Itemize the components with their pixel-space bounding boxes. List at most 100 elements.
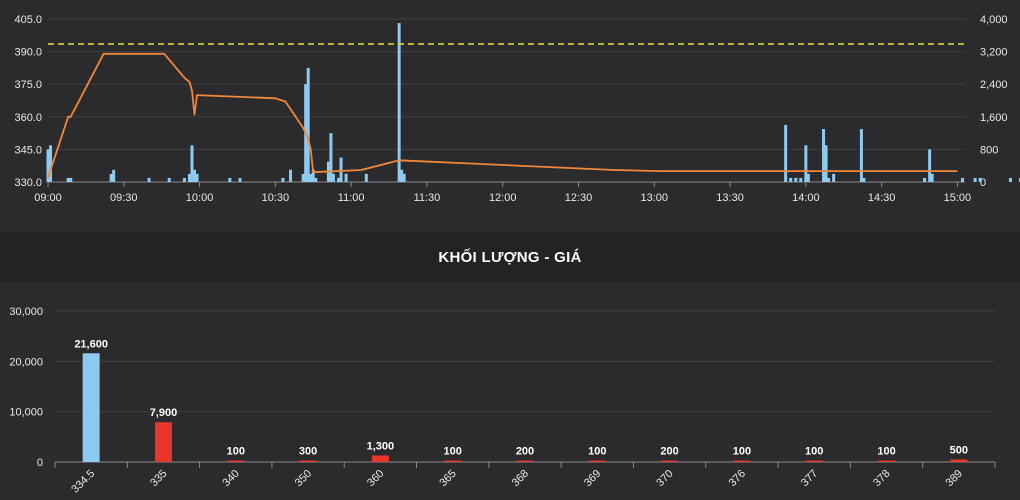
volume-bar — [344, 173, 348, 182]
volume-bar — [190, 145, 194, 182]
y-left-tick-label: 405.0 — [14, 14, 42, 26]
bar-value-label: 100 — [227, 446, 245, 458]
y-right-tick-label: 4,000 — [980, 14, 1008, 26]
volume-bar — [784, 124, 788, 182]
x-tick-label: 13:00 — [641, 192, 669, 204]
y-left-tick-label: 345.0 — [14, 144, 42, 156]
volume-bar — [973, 177, 977, 182]
x-category-label: 334.5 — [69, 468, 97, 496]
y-left-tick-label: 360.0 — [14, 112, 42, 124]
price-volume-bar — [444, 460, 462, 462]
price-volume-bar — [516, 460, 534, 462]
bar-value-label: 100 — [877, 446, 895, 458]
x-tick-label: 10:00 — [186, 192, 214, 204]
y-left-tick-label: 390.0 — [14, 47, 42, 59]
x-category-label: 369 — [582, 468, 603, 489]
price-volume-bar — [661, 460, 679, 462]
volume-bar — [331, 173, 335, 182]
x-tick-label: 12:30 — [565, 192, 593, 204]
x-tick-label: 13:30 — [716, 192, 744, 204]
volume-bar — [397, 23, 401, 183]
price-volume-bar — [805, 460, 823, 462]
section-title: KHỐI LƯỢNG - GIÁ — [0, 232, 1020, 282]
x-category-label: 389 — [944, 468, 965, 489]
bar-value-label: 300 — [299, 445, 317, 457]
volume-bar — [329, 133, 333, 182]
volume-by-price-chart: 30,000 20,000 10,000 0 21,600 334.5 7,900 335 10… — [9, 306, 996, 496]
volume-bar — [827, 177, 831, 182]
y-right-tick-label: 800 — [980, 144, 998, 156]
volume-bar — [804, 145, 808, 182]
volume-bar — [238, 177, 242, 182]
y-tick-label: 0 — [37, 457, 43, 469]
volume-bar — [794, 177, 798, 182]
x-tick-label: 11:00 — [338, 192, 365, 204]
x-category-label: 378 — [871, 468, 892, 489]
price-volume-bar — [588, 460, 606, 462]
volume-bar — [337, 177, 341, 182]
price-volume-bar — [154, 422, 172, 462]
x-tick-label: 14:30 — [868, 192, 896, 204]
bar-value-label: 21,600 — [74, 338, 108, 350]
x-tick-label: 12:00 — [489, 192, 517, 204]
price-volume-bar — [371, 455, 389, 462]
volume-bar — [789, 177, 793, 182]
x-tick-label: 10:30 — [262, 192, 290, 204]
volume-bar — [928, 149, 932, 182]
x-tick-label: 15:00 — [944, 192, 972, 204]
volume-bar — [400, 169, 404, 182]
price-volume-bar — [878, 460, 896, 462]
volume-bar — [930, 173, 934, 182]
volume-bar — [195, 173, 199, 182]
price-line — [47, 52, 958, 178]
volume-bar — [923, 177, 927, 182]
x-tick-label: 11:30 — [414, 192, 441, 204]
x-category-label: 365 — [437, 468, 458, 489]
volume-bar — [862, 177, 866, 182]
bar-value-label: 100 — [733, 446, 751, 458]
price-volume-bar — [227, 460, 245, 462]
x-category-label: 368 — [510, 468, 531, 489]
volume-bar — [314, 177, 318, 182]
volume-bar — [859, 129, 863, 182]
volume-bar — [193, 169, 197, 182]
y-right-tick-label: 0 — [980, 177, 986, 189]
volume-bar — [309, 173, 313, 182]
volume-bar — [66, 177, 70, 182]
x-category-label: 335 — [148, 468, 169, 489]
x-tick-label: 09:00 — [34, 192, 62, 204]
volume-bar — [339, 157, 343, 182]
x-category-label: 350 — [293, 468, 314, 489]
y-left-tick-label: 375.0 — [14, 79, 42, 91]
price-volume-bar — [733, 460, 751, 462]
volume-bar — [109, 173, 113, 182]
y-tick-label: 30,000 — [9, 306, 43, 318]
y-right-tick-label: 3,200 — [980, 47, 1008, 59]
volume-bar — [822, 129, 826, 182]
volume-bar — [167, 177, 171, 182]
y-left-tick-label: 330.0 — [14, 177, 42, 189]
y-tick-label: 20,000 — [9, 356, 43, 368]
x-category-label: 377 — [799, 468, 820, 489]
x-category-label: 370 — [654, 468, 675, 489]
bar-value-label: 1,300 — [367, 440, 395, 452]
x-category-label: 360 — [365, 468, 386, 489]
bar-value-label: 500 — [950, 444, 968, 456]
volume-bar — [364, 173, 368, 182]
volume-bar — [1008, 177, 1012, 182]
volume-bar — [112, 169, 116, 182]
x-category-label: 340 — [220, 468, 241, 489]
intraday-chart: 405.0 390.0 375.0 360.0 345.0 330.0 4,000 3,200… — [14, 14, 1020, 204]
volume-bar — [49, 145, 53, 182]
volume-bar — [978, 177, 982, 182]
volume-bar — [182, 177, 186, 182]
volume-bar — [147, 177, 151, 182]
y-tick-label: 10,000 — [9, 407, 43, 419]
x-tick-label: 14:00 — [792, 192, 820, 204]
volume-bar — [832, 173, 836, 182]
bar-value-label: 100 — [805, 446, 823, 458]
volume-bar — [799, 177, 803, 182]
volume-bar — [311, 169, 315, 182]
bar-value-label: 7,900 — [150, 407, 178, 419]
